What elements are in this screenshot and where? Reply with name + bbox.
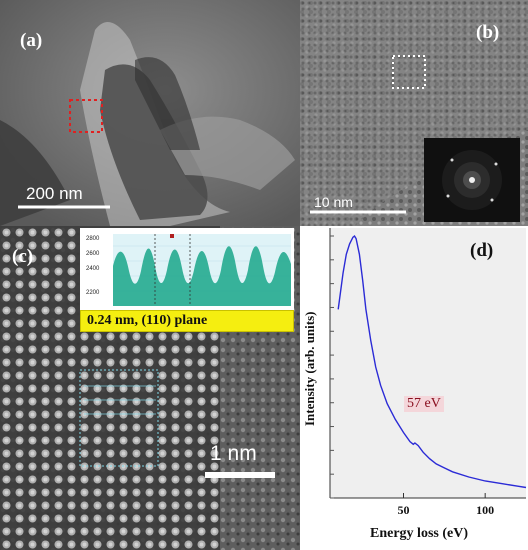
profile-region-box xyxy=(79,369,159,467)
profile-tick-3: 2200 xyxy=(86,290,100,296)
y-axis-label: Intensity (arb. units) xyxy=(302,311,317,427)
hrtem-image-c xyxy=(0,226,300,550)
profile-tick-1: 2600 xyxy=(86,251,100,257)
selection-box-b xyxy=(392,55,426,89)
scale-text-c: 1 nm xyxy=(210,442,257,465)
plane-annotation: 0.24 nm, (110) plane xyxy=(80,310,294,332)
profile-tick-0: 2800 xyxy=(86,236,100,242)
peak-annotation: 57 eV xyxy=(404,396,444,412)
intensity-profile xyxy=(113,246,291,306)
panel-d: 50 100 (d) 57 eV Intensity (arb. units) E… xyxy=(300,226,528,550)
profile-tick-2: 2400 xyxy=(86,266,100,272)
scale-text-b: 10 nm xyxy=(314,194,353,210)
profile-marker xyxy=(170,234,174,238)
panel-c: 2800 2600 2400 2200 0.24 nm, (110) plane… xyxy=(0,226,300,550)
x-axis-label: Energy loss (eV) xyxy=(370,526,468,541)
eels-spectrum-chart: 50 100 xyxy=(329,228,527,517)
x-tick-label: 100 xyxy=(476,503,494,517)
hrtem-image-b xyxy=(300,0,528,226)
x-tick-label: 50 xyxy=(398,503,410,517)
panel-b: (b) 10 nm xyxy=(300,0,528,226)
panel-label-a: (a) xyxy=(20,30,43,51)
panel-a: (a) 200 nm xyxy=(0,0,300,226)
panel-label-d: (d) xyxy=(470,240,494,261)
spectrum-line xyxy=(337,234,527,489)
plane-annotation-text: 0.24 nm, (110) plane xyxy=(87,313,208,328)
plot-area xyxy=(330,228,526,498)
scale-text-a: 200 nm xyxy=(26,184,83,203)
tem-image-a xyxy=(0,0,300,226)
panel-label-c: (c) xyxy=(12,246,34,267)
panel-label-b: (b) xyxy=(476,22,500,43)
selection-box-a xyxy=(69,99,103,133)
